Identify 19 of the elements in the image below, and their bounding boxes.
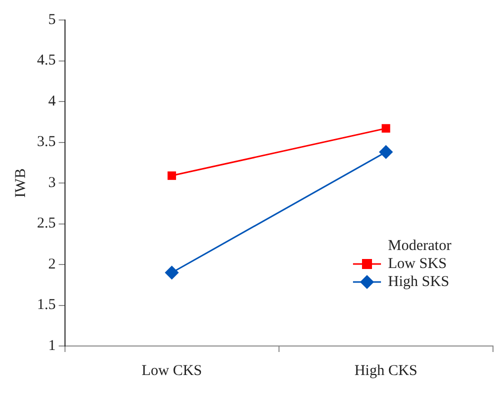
x-tick-label: Low CKS bbox=[142, 362, 202, 379]
y-tick-label: 1 bbox=[48, 338, 56, 354]
point bbox=[168, 171, 176, 180]
y-tick-label: 4.5 bbox=[37, 52, 56, 69]
y-tick-label: 1.5 bbox=[37, 297, 56, 314]
point bbox=[164, 266, 179, 280]
legend-label: Low SKS bbox=[388, 256, 447, 272]
y-tick-label: 4 bbox=[48, 93, 56, 110]
legend-label: High SKS bbox=[388, 274, 450, 290]
point bbox=[382, 124, 390, 133]
y-tick-label: 2.5 bbox=[37, 216, 56, 232]
y-tick-label: 3 bbox=[48, 174, 56, 191]
y-tick-label: 5 bbox=[48, 12, 56, 28]
legend-title: Moderator bbox=[388, 238, 452, 254]
point bbox=[378, 145, 393, 160]
y-tick-label: 2 bbox=[48, 256, 56, 272]
y-axis-title: IWB bbox=[12, 168, 29, 198]
x-tick-label: High CKS bbox=[354, 362, 418, 379]
y-tick-label: 3.5 bbox=[37, 134, 56, 150]
